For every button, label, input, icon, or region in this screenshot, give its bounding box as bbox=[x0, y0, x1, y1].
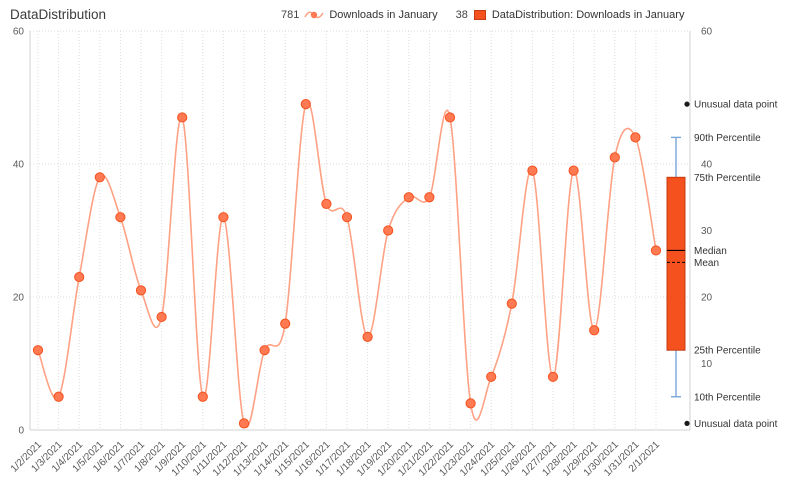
data-point-marker[interactable] bbox=[115, 212, 126, 223]
y-axis-label-right: 20 bbox=[701, 293, 713, 304]
chart-header: DataDistribution 781 Downloads in Januar… bbox=[0, 0, 795, 30]
data-point-marker[interactable] bbox=[383, 225, 394, 236]
data-point-marker[interactable] bbox=[403, 192, 414, 203]
data-point-marker[interactable] bbox=[135, 285, 147, 296]
data-point-marker[interactable] bbox=[300, 99, 311, 110]
data-point-marker[interactable] bbox=[424, 192, 435, 203]
data-point-marker[interactable] bbox=[197, 391, 208, 402]
data-point-marker[interactable] bbox=[280, 318, 291, 329]
data-point-marker[interactable] bbox=[444, 112, 456, 123]
data-point-marker[interactable] bbox=[74, 271, 85, 283]
boxplot bbox=[666, 136, 686, 398]
annotation-label: 25th Percentile bbox=[694, 346, 761, 357]
y-axis-label-left: 60 bbox=[13, 27, 25, 38]
legend-item-value: 781 bbox=[281, 9, 300, 21]
legend-item-label: DataDistribution: Downloads in January bbox=[491, 9, 685, 21]
outlier-dot bbox=[684, 101, 690, 107]
box-body[interactable] bbox=[666, 176, 686, 351]
data-point-marker[interactable] bbox=[94, 172, 105, 183]
legend-item-value: 38 bbox=[455, 9, 468, 21]
legend: 781 Downloads in January 38 DataDistribu… bbox=[281, 9, 684, 21]
y-axis-label-right: 40 bbox=[701, 160, 713, 171]
data-point-marker[interactable] bbox=[609, 152, 620, 163]
legend-item-boxplot[interactable]: 38 DataDistribution: Downloads in Januar… bbox=[456, 9, 685, 21]
data-point-marker[interactable] bbox=[630, 132, 641, 143]
data-point-marker[interactable] bbox=[506, 298, 517, 309]
y-axis-label-left: 0 bbox=[18, 426, 24, 437]
data-point-marker[interactable] bbox=[362, 331, 373, 342]
line-series-icon bbox=[304, 11, 325, 19]
y-axis-label-right: 60 bbox=[701, 27, 713, 38]
data-point-marker[interactable] bbox=[177, 112, 188, 123]
data-point-marker[interactable] bbox=[465, 398, 476, 409]
annotation-label: Median bbox=[694, 246, 727, 257]
axis-frame bbox=[29, 31, 691, 431]
data-point-marker[interactable] bbox=[32, 345, 44, 356]
chart-title: DataDistribution bbox=[10, 7, 107, 22]
annotation-label: Unusual data point bbox=[694, 100, 778, 111]
box-series-icon bbox=[473, 10, 486, 20]
data-point-marker[interactable] bbox=[650, 245, 662, 256]
data-point-marker[interactable] bbox=[341, 212, 353, 223]
y-axis-label-right: 30 bbox=[701, 226, 713, 237]
annotation-label: 75th Percentile bbox=[694, 173, 761, 184]
data-point-marker[interactable] bbox=[589, 325, 600, 336]
data-point-marker[interactable] bbox=[218, 212, 229, 223]
annotation-label: Unusual data point bbox=[694, 419, 778, 430]
data-point-marker[interactable] bbox=[568, 165, 579, 176]
data-point-marker[interactable] bbox=[53, 391, 64, 402]
data-point-marker[interactable] bbox=[486, 371, 497, 382]
legend-item-label: Downloads in January bbox=[329, 9, 438, 21]
data-point-marker[interactable] bbox=[238, 418, 250, 429]
outlier-dot bbox=[684, 420, 690, 426]
data-point-marker[interactable] bbox=[321, 198, 332, 209]
y-axis-label-right: 10 bbox=[701, 359, 713, 370]
data-point-marker[interactable] bbox=[547, 371, 559, 382]
legend-item-downloads[interactable]: 781 Downloads in January bbox=[281, 9, 438, 21]
data-point-marker[interactable] bbox=[259, 345, 270, 356]
annotation-label: 10th Percentile bbox=[694, 392, 761, 403]
line-series bbox=[37, 100, 657, 428]
y-axis-label-left: 40 bbox=[13, 160, 25, 171]
data-point-marker[interactable] bbox=[156, 311, 167, 323]
data-point-marker[interactable] bbox=[527, 165, 538, 176]
y-axis-label-left: 20 bbox=[13, 293, 25, 304]
boxplot-annotations: Unusual data point 90th Percentile 75th Pe… bbox=[684, 100, 778, 430]
annotation-label: Mean bbox=[694, 258, 719, 269]
annotation-label: 90th Percentile bbox=[694, 133, 761, 144]
gridlines bbox=[30, 30, 690, 431]
